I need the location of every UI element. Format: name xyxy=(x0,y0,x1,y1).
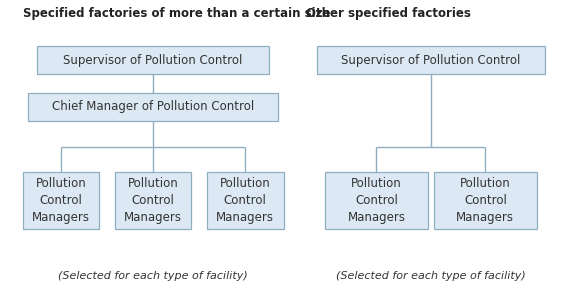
Text: Pollution
Control
Managers: Pollution Control Managers xyxy=(124,177,182,224)
Text: Chief Manager of Pollution Control: Chief Manager of Pollution Control xyxy=(52,100,254,113)
Text: Specified factories of more than a certain size: Specified factories of more than a certa… xyxy=(23,7,330,20)
FancyBboxPatch shape xyxy=(325,172,428,229)
Text: Other specified factories: Other specified factories xyxy=(306,7,471,20)
Text: Pollution
Control
Managers: Pollution Control Managers xyxy=(348,177,405,224)
Text: Supervisor of Pollution Control: Supervisor of Pollution Control xyxy=(341,54,521,67)
FancyBboxPatch shape xyxy=(28,93,278,121)
FancyBboxPatch shape xyxy=(434,172,537,229)
Text: Pollution
Control
Managers: Pollution Control Managers xyxy=(216,177,274,224)
FancyBboxPatch shape xyxy=(37,46,269,74)
FancyBboxPatch shape xyxy=(207,172,284,229)
Text: Supervisor of Pollution Control: Supervisor of Pollution Control xyxy=(64,54,243,67)
Text: Pollution
Control
Managers: Pollution Control Managers xyxy=(32,177,90,224)
FancyBboxPatch shape xyxy=(61,146,246,172)
Text: Pollution
Control
Managers: Pollution Control Managers xyxy=(456,177,514,224)
FancyBboxPatch shape xyxy=(23,172,99,229)
FancyBboxPatch shape xyxy=(115,172,192,229)
FancyBboxPatch shape xyxy=(316,46,545,74)
Text: (Selected for each type of facility): (Selected for each type of facility) xyxy=(336,271,526,281)
Text: (Selected for each type of facility): (Selected for each type of facility) xyxy=(58,271,248,281)
